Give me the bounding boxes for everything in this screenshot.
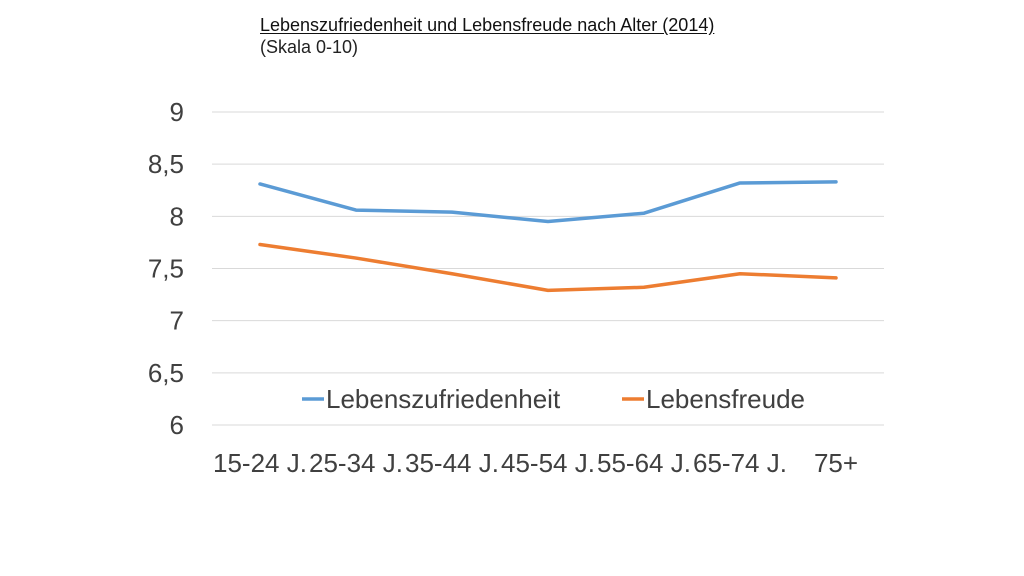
x-tick-label: 35-44 J. bbox=[405, 448, 499, 478]
y-axis-ticks: 6 6,5 7 7,5 8 8,5 9 bbox=[148, 97, 184, 440]
series-lines bbox=[258, 180, 838, 293]
title-block: Lebenszufriedenheit und Lebensfreude nac… bbox=[260, 14, 714, 58]
x-tick-label: 55-64 J. bbox=[597, 448, 691, 478]
chart-title: Lebenszufriedenheit und Lebensfreude nac… bbox=[260, 15, 715, 35]
y-tick-label: 7,5 bbox=[148, 254, 184, 284]
data-point bbox=[738, 272, 742, 276]
y-tick-label: 6 bbox=[170, 410, 184, 440]
series-line-1 bbox=[258, 180, 838, 224]
data-point bbox=[834, 276, 838, 280]
data-point bbox=[258, 182, 262, 186]
data-point bbox=[642, 285, 646, 289]
data-point bbox=[450, 272, 454, 276]
data-point bbox=[354, 208, 358, 212]
gridlines bbox=[212, 111, 884, 426]
x-tick-label: 15-24 J. bbox=[213, 448, 307, 478]
x-tick-label: 65-74 J. bbox=[693, 448, 787, 478]
y-tick-label: 8 bbox=[170, 201, 184, 231]
data-point bbox=[642, 211, 646, 215]
data-point bbox=[258, 243, 262, 247]
legend-label: Lebenszufriedenheit bbox=[326, 384, 561, 414]
data-point bbox=[738, 181, 742, 185]
data-point bbox=[546, 220, 550, 224]
data-point bbox=[450, 210, 454, 214]
x-axis-ticks: 15-24 J. 25-34 J. 35-44 J. 45-54 J. 55-64 J.… bbox=[213, 448, 858, 478]
y-tick-label: 7 bbox=[170, 306, 184, 336]
data-point bbox=[546, 288, 550, 292]
x-tick-label: 45-54 J. bbox=[501, 448, 595, 478]
x-tick-label: 25-34 J. bbox=[309, 448, 403, 478]
data-point bbox=[834, 180, 838, 184]
legend-label: Lebensfreude bbox=[646, 384, 805, 414]
data-point bbox=[354, 256, 358, 260]
x-tick-label: 75+ bbox=[814, 448, 858, 478]
series-line-2 bbox=[258, 242, 838, 293]
y-tick-label: 9 bbox=[170, 97, 184, 127]
chart-subtitle: (Skala 0-10) bbox=[260, 37, 359, 57]
y-tick-label: 6,5 bbox=[148, 358, 184, 388]
legend: Lebenszufriedenheit Lebensfreude bbox=[302, 384, 805, 414]
y-tick-label: 8,5 bbox=[148, 149, 184, 179]
